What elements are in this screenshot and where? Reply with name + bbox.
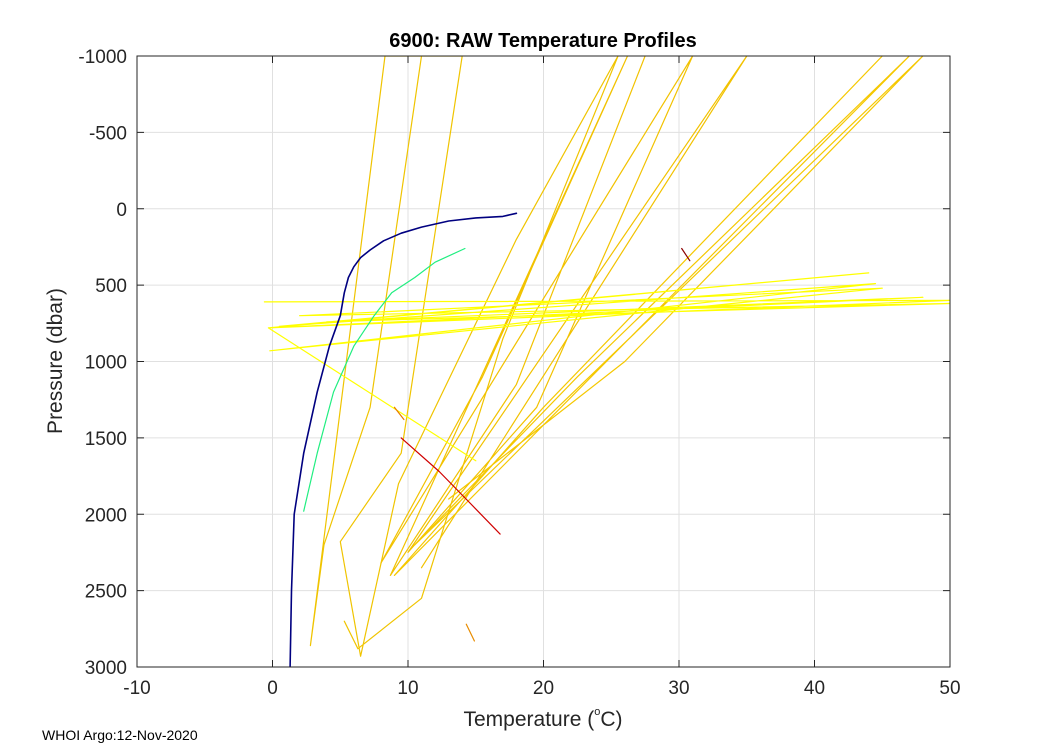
x-tick-label: 10 xyxy=(397,678,418,699)
y-tick-label: 500 xyxy=(95,276,127,297)
footer-note: WHOI Argo:12-Nov-2020 xyxy=(42,727,198,743)
x-axis-title: Temperature (oC) xyxy=(463,706,622,731)
ticks: -10 0 10 20 30 40 50 -1000 -500 0 500 1000 1500 2000 2… xyxy=(78,47,960,699)
y-tick-label: 1000 xyxy=(85,353,127,374)
series-layer xyxy=(263,56,950,667)
series-profile-bright-yellow xyxy=(263,272,950,462)
x-axis-degree: o xyxy=(594,706,600,718)
x-axis-title-text: Temperature ( xyxy=(463,708,594,731)
series-profile-orange-1 xyxy=(393,406,405,421)
x-tick-label: 50 xyxy=(939,678,960,699)
series-profile-dark-red-short xyxy=(681,247,691,262)
series-profile-yellow-gold-2 xyxy=(380,56,748,577)
y-tick-label: 1500 xyxy=(85,429,127,450)
x-tick-label: 0 xyxy=(267,678,278,699)
series-profile-yellow-gold-3 xyxy=(393,56,924,577)
series-profile-green xyxy=(303,247,466,512)
x-tick-label: -10 xyxy=(123,678,150,699)
y-axis-title: Pressure (dbar) xyxy=(44,288,67,434)
y-tick-label: 2000 xyxy=(85,505,127,526)
y-tick-label: 0 xyxy=(116,200,127,221)
x-tick-label: 20 xyxy=(533,678,554,699)
series-profile-red xyxy=(400,437,501,535)
chart-title: 6900: RAW Temperature Profiles xyxy=(389,30,697,52)
series-profile-yellow-gold xyxy=(309,56,619,657)
y-tick-label: 2500 xyxy=(85,582,127,603)
series-profile-dark-blue xyxy=(289,212,518,667)
x-axis-unit: C) xyxy=(600,708,622,731)
series-profile-orange-2 xyxy=(465,623,475,642)
x-tick-label: 30 xyxy=(668,678,689,699)
y-tick-label: -1000 xyxy=(78,47,127,68)
y-tick-label: 3000 xyxy=(85,658,127,679)
y-tick-label: -500 xyxy=(89,123,127,144)
x-tick-label: 40 xyxy=(804,678,825,699)
